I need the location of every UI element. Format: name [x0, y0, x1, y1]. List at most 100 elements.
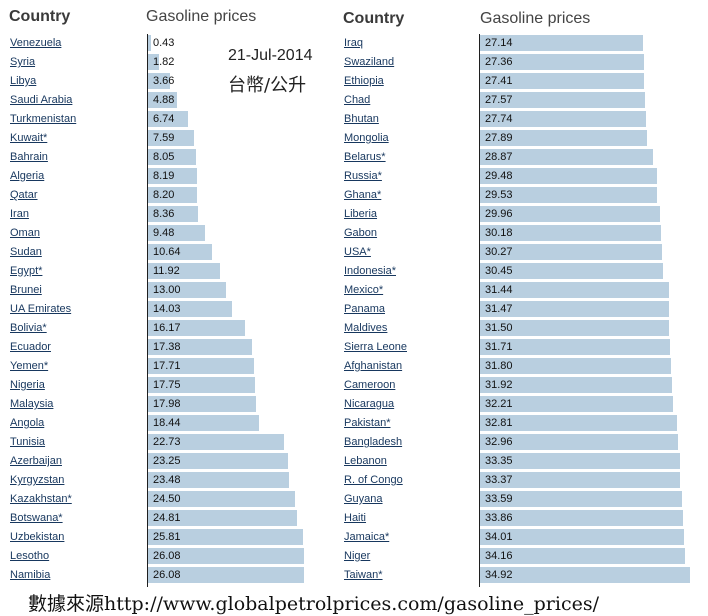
left-country-label[interactable]: Iran [10, 208, 29, 220]
left-price-bar [148, 54, 159, 70]
left-price-bar [148, 377, 255, 393]
left-price-bar [148, 415, 259, 431]
right-price-value: 27.89 [485, 132, 513, 144]
right-country-label[interactable]: Bangladesh [344, 436, 403, 448]
left-country-label[interactable]: Malaysia [10, 398, 54, 410]
left-country-label[interactable]: Angola [10, 417, 45, 429]
left-price-bar [148, 567, 305, 583]
right-country-label[interactable]: Maldives [344, 322, 388, 334]
left-price-bar [148, 529, 303, 545]
right-country-label[interactable]: Gabon [344, 227, 378, 239]
left-country-label[interactable]: Syria [10, 56, 36, 68]
left-price-value: 11.92 [153, 265, 180, 277]
left-price-value: 9.48 [153, 227, 175, 239]
left-country-label[interactable]: Turkmenistan [10, 113, 77, 125]
right-country-label[interactable]: Panama [344, 303, 385, 315]
right-country-label[interactable]: Chad [344, 94, 371, 106]
right-country-label[interactable]: Cameroon [344, 379, 396, 391]
left-price-bar [148, 73, 170, 89]
left-price-value: 24.50 [153, 493, 181, 505]
left-country-label[interactable]: Egypt* [10, 265, 43, 277]
left-country-label[interactable]: Saudi Arabia [10, 94, 73, 106]
left-price-value: 8.36 [153, 208, 175, 220]
left-prices-header: Gasoline prices [146, 8, 257, 25]
left-price-bar [148, 92, 178, 108]
date-label: 21-Jul-2014 [228, 47, 313, 64]
left-country-label[interactable]: Namibia [10, 569, 51, 581]
right-country-label[interactable]: Niger [344, 550, 371, 562]
left-price-value: 25.81 [153, 531, 181, 543]
right-country-label[interactable]: Ghana* [344, 189, 382, 201]
right-country-label[interactable]: Ethiopia [344, 75, 384, 87]
left-country-label[interactable]: Kuwait* [10, 132, 48, 144]
unit-label: 台幣/公升 [228, 75, 307, 96]
right-country-label[interactable]: Afghanistan [344, 360, 403, 372]
right-price-bar [480, 320, 669, 336]
right-country-label[interactable]: Liberia [344, 208, 378, 220]
left-axis-line [147, 34, 148, 587]
left-country-label[interactable]: Brunei [10, 284, 42, 296]
right-country-label[interactable]: Taiwan* [344, 569, 383, 581]
left-country-label[interactable]: Qatar [10, 189, 38, 201]
right-price-bar [480, 92, 646, 108]
left-country-label[interactable]: Lesotho [10, 550, 50, 562]
left-country-label[interactable]: Oman [10, 227, 40, 239]
left-country-label[interactable]: UA Emirates [10, 303, 72, 315]
right-country-label[interactable]: Pakistan* [344, 417, 391, 429]
right-country-label[interactable]: Haiti [344, 512, 367, 524]
left-country-label[interactable]: Botswana* [10, 512, 63, 524]
right-country-label[interactable]: Iraq [344, 37, 363, 49]
left-price-bar [148, 263, 220, 279]
left-price-bar [148, 510, 297, 526]
right-country-label[interactable]: Jamaica* [344, 531, 390, 543]
right-price-value: 27.36 [485, 56, 513, 68]
left-country-label[interactable]: Libya [10, 75, 37, 87]
left-country-label[interactable]: Nigeria [10, 379, 45, 391]
right-price-bar [480, 491, 682, 507]
right-country-label[interactable]: Bhutan [344, 113, 379, 125]
left-country-label[interactable]: Venezuela [10, 37, 62, 49]
right-country-label[interactable]: Nicaragua [344, 398, 395, 410]
right-price-value: 31.50 [485, 322, 513, 334]
left-country-label[interactable]: Sudan [10, 246, 42, 258]
left-price-value: 14.03 [153, 303, 181, 315]
left-country-label[interactable]: Azerbaijan [10, 455, 62, 467]
right-country-label[interactable]: Sierra Leone [344, 341, 407, 353]
right-price-bar [480, 339, 671, 355]
left-price-value: 1.82 [153, 56, 175, 68]
right-country-label[interactable]: USA* [344, 246, 371, 258]
left-price-bar [148, 282, 226, 298]
right-country-label[interactable]: R. of Congo [344, 474, 403, 486]
right-country-label[interactable]: Mongolia [344, 132, 389, 144]
left-country-label[interactable]: Bahrain [10, 151, 48, 163]
left-price-value: 3.66 [153, 75, 175, 87]
left-country-label[interactable]: Kazakhstan* [10, 493, 72, 505]
left-price-value: 17.75 [153, 379, 181, 391]
right-country-label[interactable]: Guyana [344, 493, 383, 505]
left-country-label[interactable]: Uzbekistan [10, 531, 65, 543]
right-country-label[interactable]: Belarus* [344, 151, 386, 163]
right-price-value: 32.81 [485, 417, 513, 429]
right-country-label[interactable]: Swaziland [344, 56, 395, 68]
left-country-label[interactable]: Yemen* [10, 360, 49, 372]
right-price-value: 33.37 [485, 474, 513, 486]
right-price-value: 29.48 [485, 170, 513, 182]
right-price-bar [480, 301, 669, 317]
left-price-value: 7.59 [153, 132, 175, 144]
left-country-label[interactable]: Bolivia* [10, 322, 47, 334]
right-price-bar [480, 168, 657, 184]
right-price-value: 27.41 [485, 75, 513, 87]
right-price-bar [480, 472, 681, 488]
left-price-value: 4.88 [153, 94, 175, 106]
right-country-label[interactable]: Lebanon [344, 455, 387, 467]
left-price-value: 18.44 [153, 417, 181, 429]
right-country-label[interactable]: Mexico* [344, 284, 384, 296]
left-country-label[interactable]: Tunisia [10, 436, 46, 448]
left-country-label[interactable]: Algeria [10, 170, 45, 182]
right-country-label[interactable]: Indonesia* [344, 265, 396, 277]
left-country-label[interactable]: Ecuador [10, 341, 51, 353]
right-country-label[interactable]: Russia* [344, 170, 382, 182]
left-price-bar [148, 187, 198, 203]
left-price-value: 17.98 [153, 398, 181, 410]
left-country-label[interactable]: Kyrgyzstan [10, 474, 65, 486]
